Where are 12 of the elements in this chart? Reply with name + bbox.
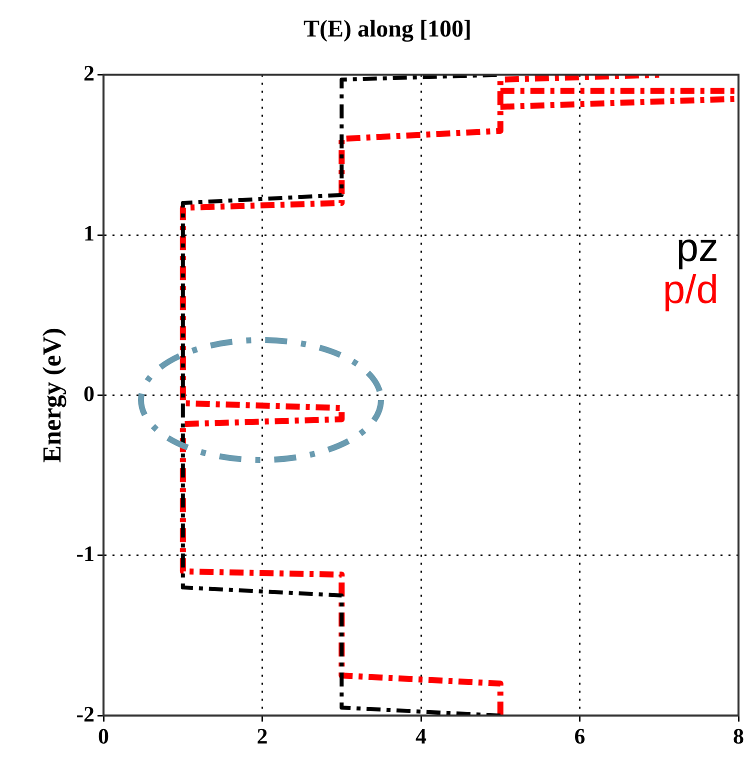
x-tick-label: 8: [733, 723, 744, 748]
text: pz: [676, 226, 718, 270]
y-axis-title: Energy (eV): [37, 328, 66, 463]
y-tick-label: -2: [76, 701, 95, 726]
y-tick-label: 2: [84, 60, 95, 86]
y-tick-label: 0: [84, 380, 95, 406]
y-tick-label: -1: [76, 541, 95, 566]
x-tick-label: 4: [416, 723, 427, 748]
x-tick-label: 2: [256, 723, 268, 748]
x-tick-label: 6: [574, 723, 586, 748]
y-tick-label: 1: [84, 220, 95, 246]
chart-title: T(E) along [100]: [304, 16, 472, 43]
